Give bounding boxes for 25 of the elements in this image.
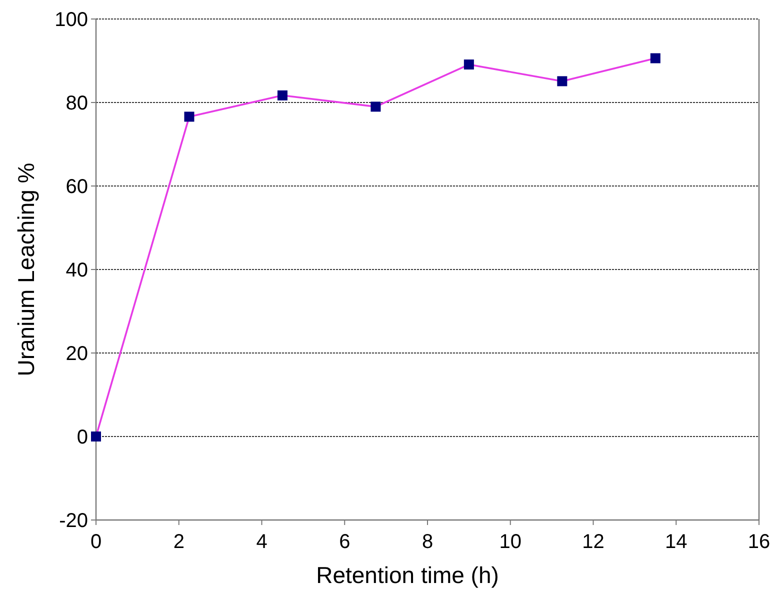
x-axis-title: Retention time (h) <box>316 562 499 588</box>
y-tick-label: 20 <box>66 343 88 365</box>
x-tick-label: 14 <box>665 531 688 553</box>
y-tick-label: 80 <box>66 92 88 114</box>
y-axis-title: Uranium Leaching % <box>13 162 39 376</box>
y-tick-label: 40 <box>66 260 88 282</box>
y-tick-label: 60 <box>66 176 88 198</box>
point <box>557 76 568 86</box>
point <box>277 90 288 100</box>
point <box>650 53 660 64</box>
x-tick-label: 6 <box>339 531 350 553</box>
y-tick-label: -20 <box>59 510 88 532</box>
point <box>91 432 101 442</box>
x-tick-label: 12 <box>582 531 604 553</box>
x-tick-label: 2 <box>173 531 184 553</box>
x-tick-label: 8 <box>422 531 434 553</box>
x-tick-label: 16 <box>748 531 770 553</box>
point <box>464 60 474 70</box>
point <box>370 102 381 112</box>
y-tick-label: 100 <box>54 9 88 31</box>
x-tick-label: 4 <box>256 531 268 553</box>
x-tick-label: 10 <box>499 531 522 553</box>
point <box>184 112 194 122</box>
x-tick-label: 0 <box>90 531 102 553</box>
y-tick-label: 0 <box>76 426 88 448</box>
